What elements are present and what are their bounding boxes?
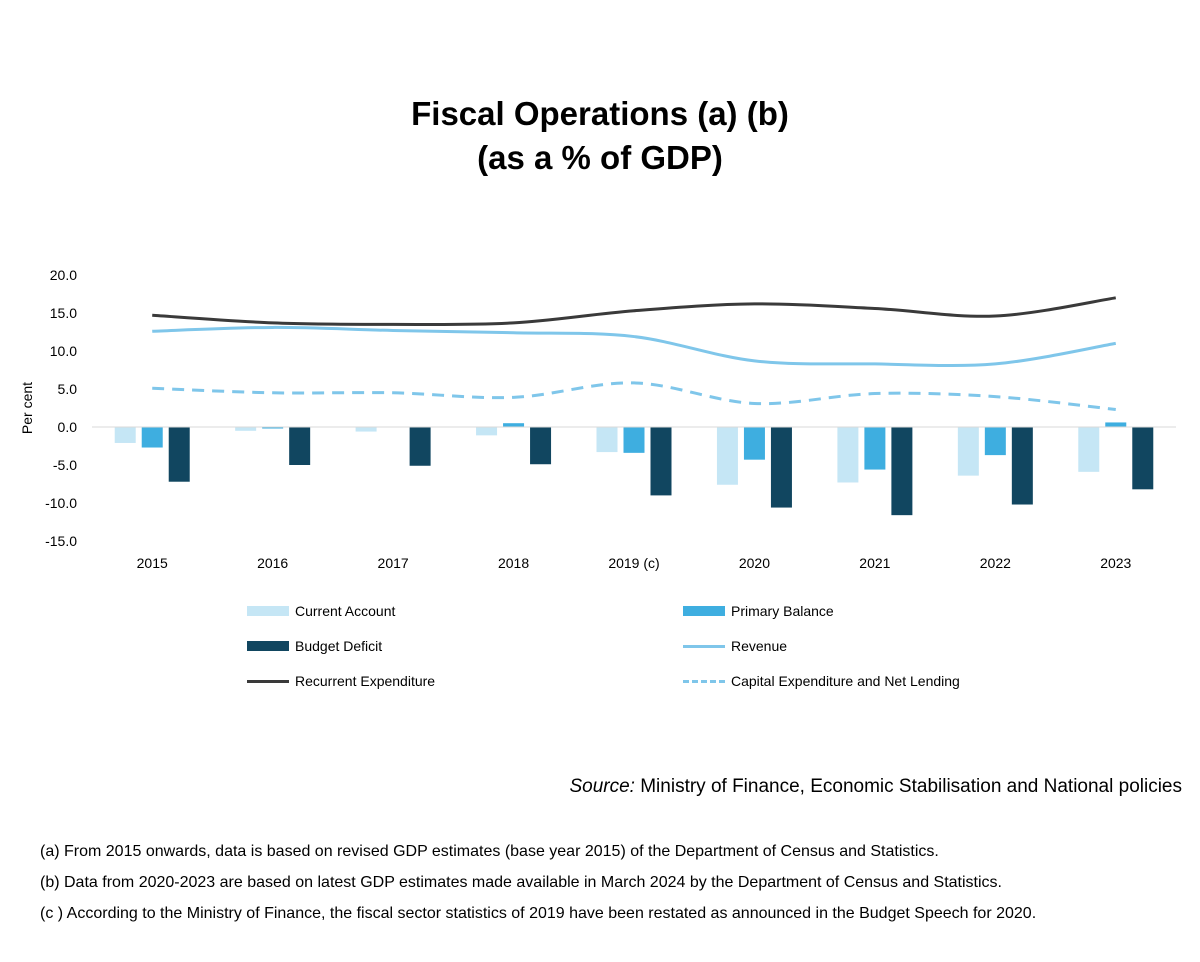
legend-swatch-primary-balance: [683, 606, 725, 616]
line-group: [152, 296, 1117, 412]
chart-legend: Current Account Primary Balance Budget D…: [0, 596, 1200, 706]
bar-primary-balance-0: [141, 427, 163, 448]
line-recurrent-expenditure: [152, 296, 1117, 327]
x-tick-label: 2017: [378, 555, 409, 571]
chart-title-line1: Fiscal Operations (a) (b): [411, 95, 789, 132]
bar-budget-deficit-5: [770, 427, 792, 508]
y-tick-label: 20.0: [50, 267, 77, 283]
legend-item-capex: Capital Expenditure and Net Lending: [683, 666, 960, 696]
x-tick-label: 2023: [1100, 555, 1131, 571]
legend-item-revenue: Revenue: [683, 631, 787, 661]
x-tick-label: 2016: [257, 555, 288, 571]
line-capital-expenditure-and-net-lending: [152, 381, 1116, 412]
bar-budget-deficit-4: [650, 427, 672, 496]
bar-budget-deficit-6: [891, 427, 913, 516]
y-axis: 20.0 15.0 10.0 5.0 0.0 -5.0 -10.0 -15.0: [45, 267, 77, 549]
legend-line-recurrent-expenditure: [247, 679, 289, 683]
bar-budget-deficit-8: [1132, 427, 1154, 490]
bar-budget-deficit-3: [530, 427, 552, 465]
x-tick-label: 2020: [739, 555, 770, 571]
footnote-c: (c ) According to the Ministry of Financ…: [40, 905, 1037, 922]
bar-budget-deficit-1: [289, 427, 311, 465]
y-tick-label: -5.0: [53, 457, 77, 473]
y-tick-label: -15.0: [45, 533, 77, 549]
fiscal-operations-chart: 20.0 15.0 10.0 5.0 0.0 -5.0 -10.0 -15.0 Per cen…: [19, 267, 1176, 571]
bar-primary-balance-4: [623, 427, 645, 453]
bar-budget-deficit-0: [168, 427, 190, 482]
legend-item-primary-balance: Primary Balance: [683, 596, 834, 626]
y-tick-label: 5.0: [58, 381, 78, 397]
footnotes: (a) From 2015 onwards, data is based on …: [40, 836, 1036, 929]
line-revenue: [152, 325, 1117, 368]
source-label: Source:: [569, 776, 635, 797]
bar-primary-balance-3: [503, 423, 525, 427]
legend-swatch-budget-deficit: [247, 641, 289, 651]
x-axis: 2015 2016 2017 2018 2019 (c) 2020 2021 2022 2023: [137, 555, 1132, 571]
chart-title-line2: (as a % of GDP): [477, 139, 723, 176]
bar-current-account-4: [596, 427, 618, 453]
legend-label-recurrent-expenditure: Recurrent Expenditure: [295, 673, 436, 689]
legend-line-revenue: [683, 644, 725, 648]
source-note: Source: Ministry of Finance, Economic St…: [569, 776, 1182, 798]
legend-item-current-account: Current Account: [247, 596, 395, 626]
chart-title: Fiscal Operations (a) (b) (as a % of GDP…: [0, 92, 1200, 180]
bar-primary-balance-5: [743, 427, 765, 460]
bar-current-account-0: [114, 427, 136, 443]
footnote-b: (b) Data from 2020-2023 are based on lat…: [40, 874, 1002, 891]
x-tick-label: 2015: [137, 555, 168, 571]
x-tick-label: 2018: [498, 555, 529, 571]
bar-primary-balance-6: [864, 427, 886, 470]
x-tick-label: 2021: [859, 555, 890, 571]
bar-current-account-7: [957, 427, 979, 476]
y-tick-label: -10.0: [45, 495, 77, 511]
bar-primary-balance-1: [262, 427, 284, 429]
bar-budget-deficit-2: [409, 427, 431, 466]
bar-current-account-3: [476, 427, 498, 436]
source-text: Ministry of Finance, Economic Stabilisat…: [634, 776, 1182, 797]
bar-current-account-8: [1078, 427, 1100, 472]
y-tick-label: 15.0: [50, 305, 77, 321]
legend-item-budget-deficit: Budget Deficit: [247, 631, 382, 661]
bar-current-account-5: [716, 427, 738, 485]
legend-label-primary-balance: Primary Balance: [731, 603, 834, 619]
legend-label-revenue: Revenue: [731, 638, 788, 654]
bar-current-account-6: [837, 427, 859, 483]
legend-line-capex: [683, 679, 725, 683]
y-axis-label: Per cent: [19, 382, 35, 434]
footnote-a: (a) From 2015 onwards, data is based on …: [40, 843, 939, 860]
bar-budget-deficit-7: [1011, 427, 1033, 505]
legend-label-budget-deficit: Budget Deficit: [295, 638, 383, 654]
y-tick-label: 10.0: [50, 343, 77, 359]
bar-primary-balance-7: [984, 427, 1006, 456]
legend-item-recurrent-expenditure: Recurrent Expenditure: [247, 666, 435, 696]
bar-current-account-1: [235, 427, 257, 431]
bar-group: [114, 422, 1154, 516]
legend-swatch-current-account: [247, 606, 289, 616]
x-tick-label: 2019 (c): [608, 555, 659, 571]
legend-label-current-account: Current Account: [295, 603, 396, 619]
bar-current-account-2: [355, 427, 377, 432]
bar-primary-balance-8: [1105, 422, 1127, 427]
x-tick-label: 2022: [980, 555, 1011, 571]
y-tick-label: 0.0: [58, 419, 78, 435]
legend-label-capex: Capital Expenditure and Net Lending: [731, 673, 960, 689]
